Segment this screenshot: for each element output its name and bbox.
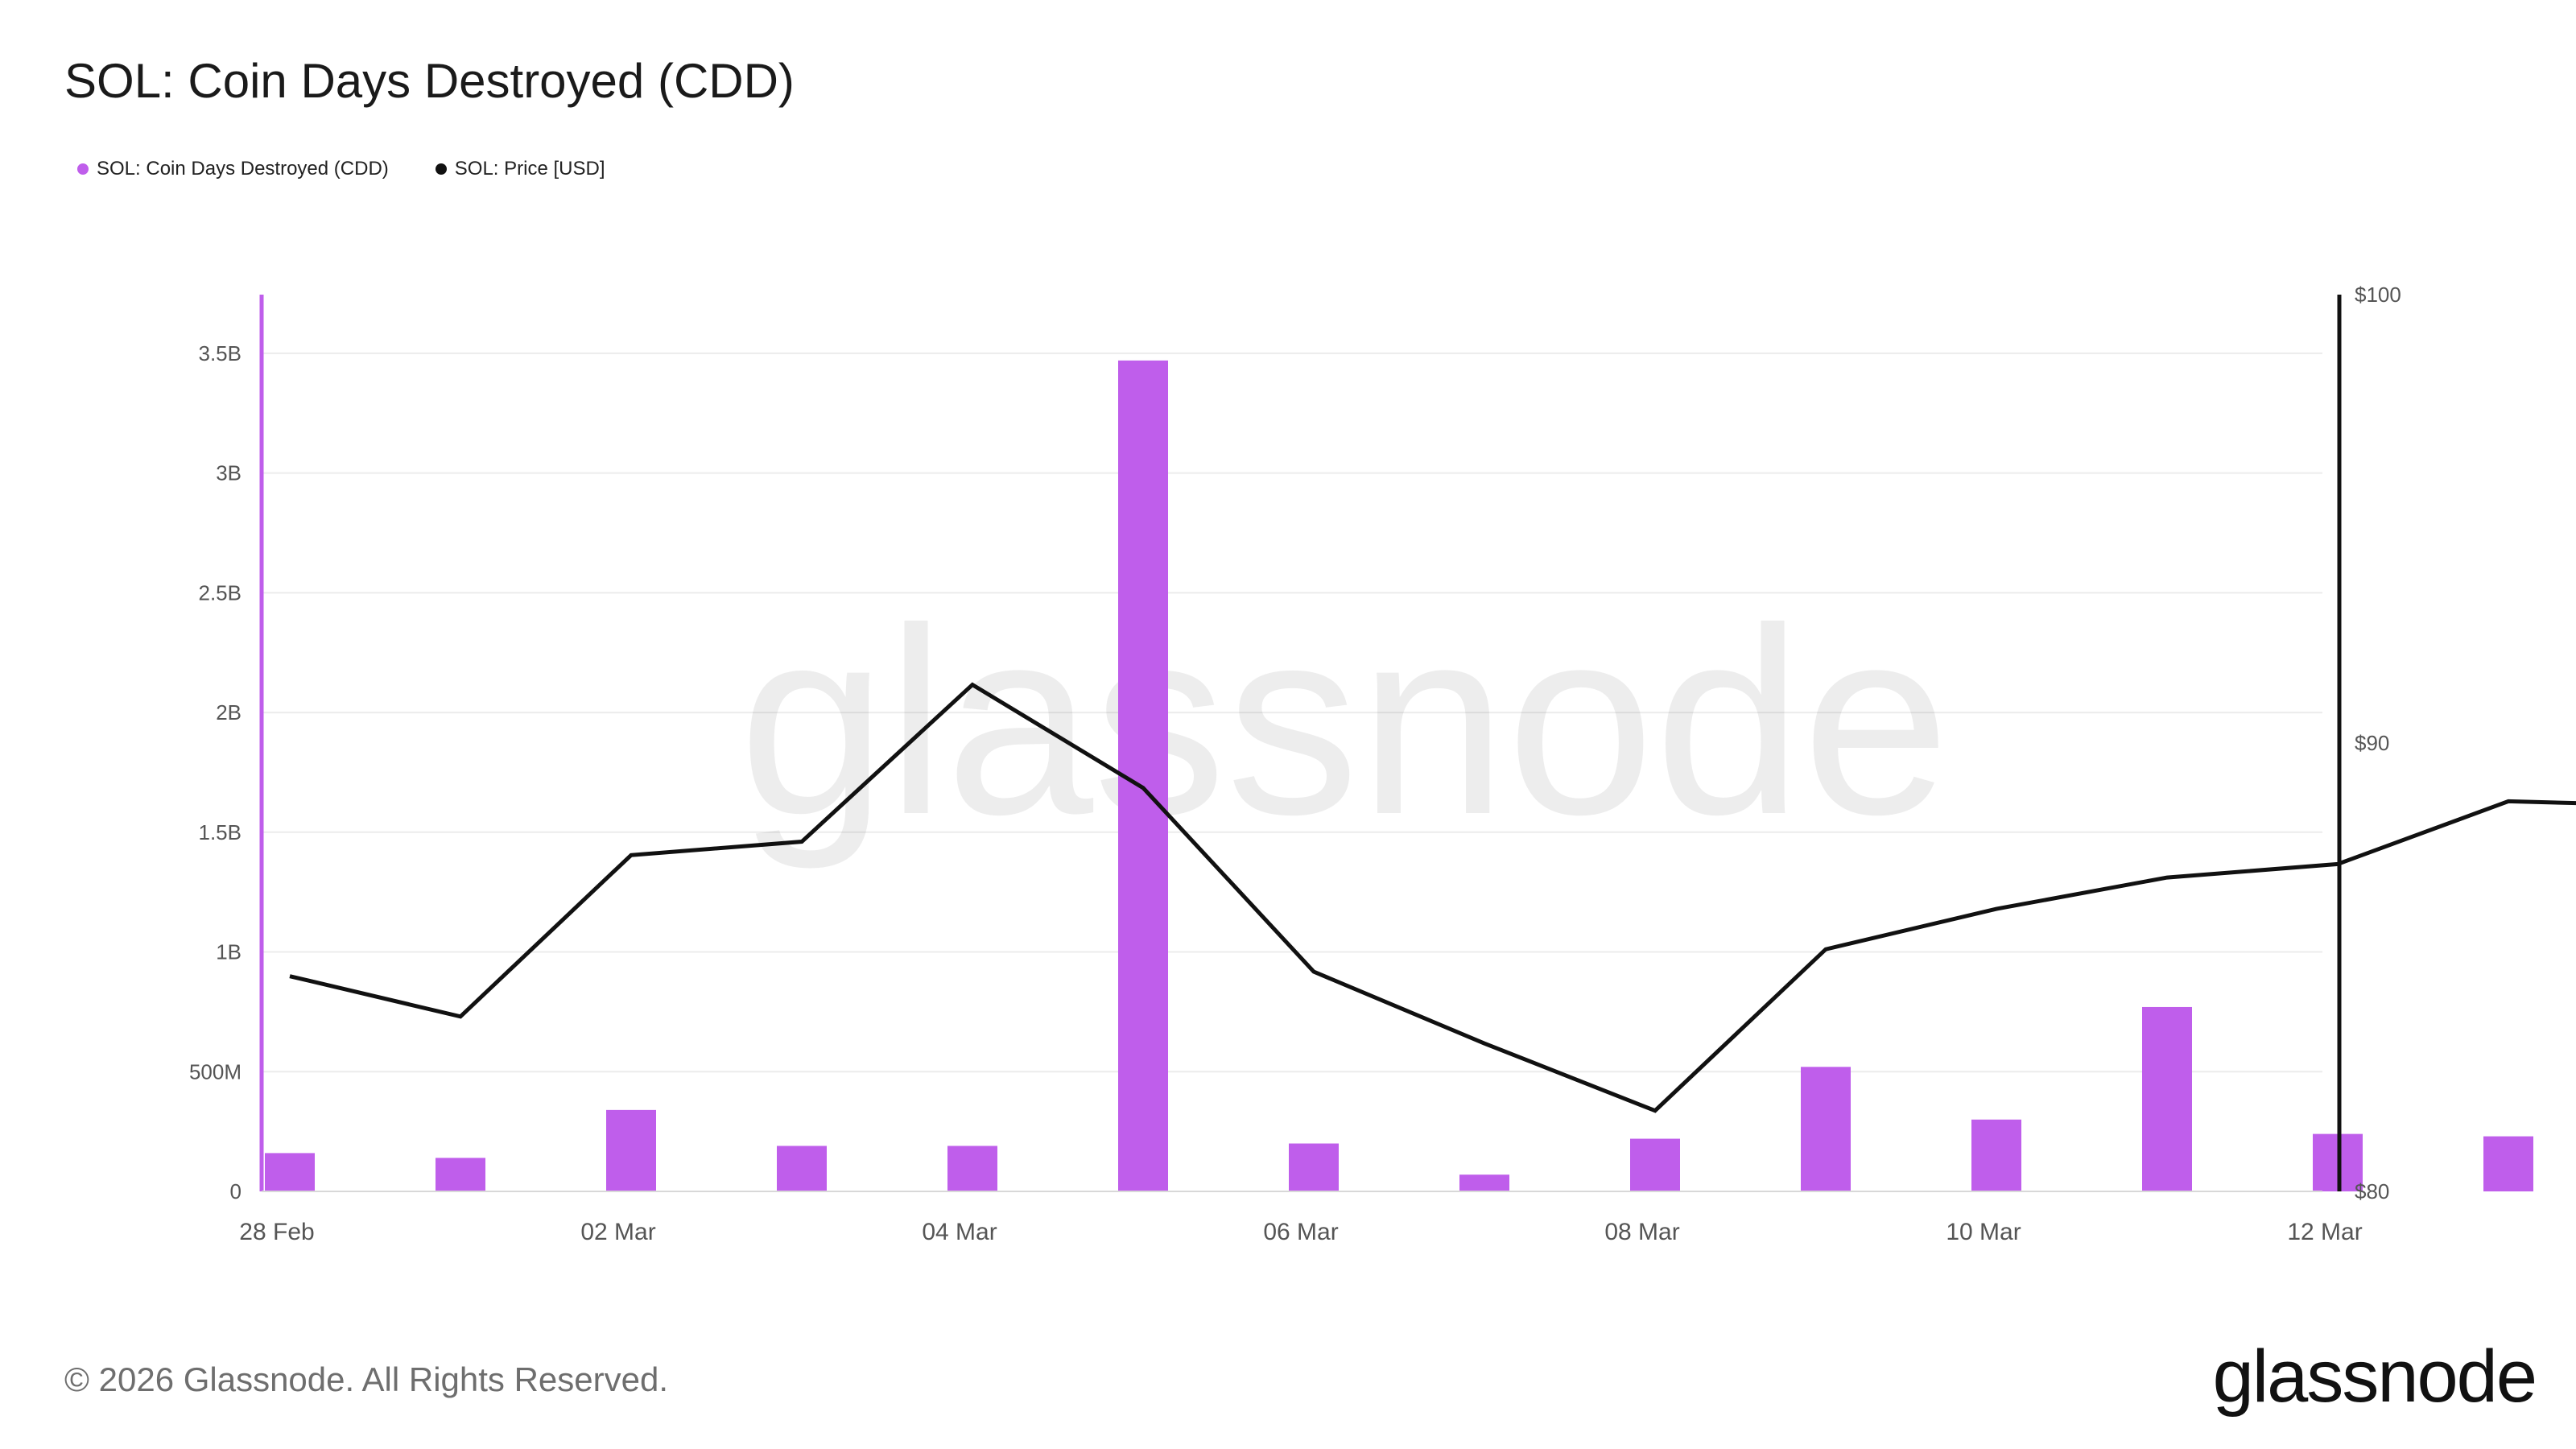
cdd-bar-6 bbox=[1289, 1143, 1339, 1191]
y-left-tick-3: 1.5B bbox=[199, 820, 242, 844]
brand-logo: glassnode bbox=[2212, 1335, 2537, 1418]
tick-labels: 0 500M 1B 1.5B 2B 2.5B 3B 3.5B $80 $90 $100 28 Feb 0… bbox=[189, 283, 2401, 1245]
cdd-bar-3 bbox=[777, 1146, 827, 1191]
x-tick-4: 08 Mar bbox=[1604, 1219, 1679, 1245]
cdd-bar-7 bbox=[1459, 1174, 1509, 1191]
y-left-tick-1: 500M bbox=[189, 1059, 242, 1084]
cdd-bar-2 bbox=[606, 1109, 656, 1191]
legend-label-cdd: SOL: Coin Days Destroyed (CDD) bbox=[97, 158, 389, 180]
y-left-tick-7: 3.5B bbox=[199, 341, 242, 365]
price-line-group bbox=[289, 682, 2576, 1113]
legend-item-price[interactable]: SOL: Price [USD] bbox=[435, 158, 605, 180]
x-tick-0: 28 Feb bbox=[239, 1219, 314, 1245]
cdd-bar-8 bbox=[1630, 1138, 1680, 1191]
x-tick-3: 06 Mar bbox=[1263, 1219, 1338, 1245]
y-right-tick-2: $100 bbox=[2355, 283, 2401, 307]
y-right-tick-0: $80 bbox=[2355, 1179, 2389, 1203]
x-tick-5: 10 Mar bbox=[1946, 1219, 2021, 1245]
cdd-bar-4 bbox=[947, 1146, 997, 1191]
y-left-tick-2: 1B bbox=[216, 940, 242, 964]
cdd-bar-13 bbox=[2483, 1136, 2533, 1191]
cdd-bar-0 bbox=[265, 1153, 315, 1191]
legend-dot-price bbox=[435, 163, 447, 175]
legend-label-price: SOL: Price [USD] bbox=[454, 158, 605, 180]
legend-dot-cdd bbox=[77, 163, 89, 175]
legend-item-cdd[interactable]: SOL: Coin Days Destroyed (CDD) bbox=[77, 158, 389, 180]
x-tick-2: 04 Mar bbox=[922, 1219, 997, 1245]
cdd-bar-11 bbox=[2142, 1006, 2192, 1191]
x-tick-1: 02 Mar bbox=[580, 1219, 655, 1245]
y-right-tick-1: $90 bbox=[2355, 731, 2389, 755]
axes bbox=[259, 295, 2342, 1192]
price-line bbox=[289, 682, 2576, 1113]
cdd-bar-9 bbox=[1801, 1067, 1851, 1191]
y-left-tick-5: 2.5B bbox=[199, 580, 242, 605]
cdd-bar-1 bbox=[436, 1158, 485, 1191]
x-tick-6: 12 Mar bbox=[2287, 1219, 2362, 1245]
cdd-bars bbox=[265, 360, 2533, 1192]
y-left-tick-0: 0 bbox=[230, 1179, 242, 1203]
copyright: © 2026 Glassnode. All Rights Reserved. bbox=[64, 1360, 669, 1398]
watermark: glassnode bbox=[739, 572, 1951, 871]
y-left-tick-6: 3B bbox=[216, 461, 242, 485]
y-left-tick-4: 2B bbox=[216, 700, 242, 724]
cdd-bar-10 bbox=[1971, 1119, 2021, 1191]
legend: SOL: Coin Days Destroyed (CDD) SOL: Pric… bbox=[77, 158, 605, 180]
chart-title: SOL: Coin Days Destroyed (CDD) bbox=[64, 54, 795, 108]
